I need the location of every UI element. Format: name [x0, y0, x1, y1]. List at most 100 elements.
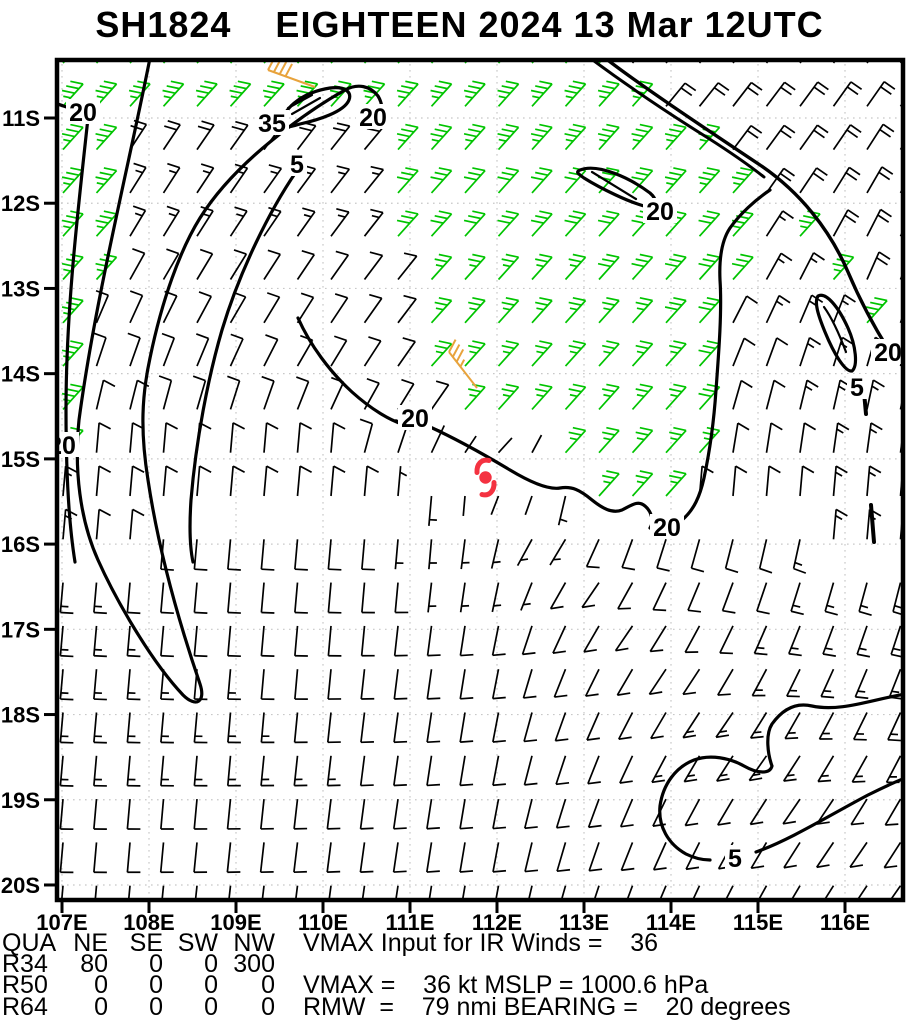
wind-barb — [859, 583, 871, 616]
wind-barb — [398, 338, 415, 366]
wind-barb — [651, 713, 666, 739]
wind-barb — [361, 713, 374, 743]
wind-barb — [699, 211, 720, 236]
wind-barb — [523, 669, 536, 698]
wind-barb — [397, 211, 418, 236]
wind-barb — [565, 168, 586, 193]
wind-barb — [327, 799, 340, 829]
wind-barb — [264, 293, 280, 323]
wind-barb — [331, 251, 348, 279]
wind-barb — [683, 713, 699, 738]
wind-barb — [228, 756, 241, 786]
wind-barb — [164, 423, 178, 453]
wind-barb — [800, 466, 814, 496]
wind-barb — [852, 756, 867, 782]
wind-barb — [460, 799, 473, 829]
wind-barb — [431, 211, 452, 236]
wind-barb — [398, 466, 407, 496]
wind-barb — [432, 298, 452, 323]
wind-barb — [767, 82, 796, 106]
wind-barb — [557, 799, 570, 828]
wind-barb — [227, 376, 239, 409]
wind-barb — [331, 336, 347, 366]
wind-barb — [733, 423, 749, 453]
lat-axis-label: 20S — [1, 873, 40, 898]
wind-barb — [331, 294, 348, 323]
wind-barb — [733, 126, 762, 150]
wind-barb — [97, 466, 111, 496]
wind-barb — [767, 466, 781, 496]
wind-barb — [598, 81, 619, 106]
wind-barb — [566, 298, 586, 323]
wind-barb — [261, 799, 274, 829]
wind-barb — [633, 341, 653, 366]
wind-barb — [620, 756, 633, 783]
wind-barb — [127, 669, 140, 699]
wind-barb — [532, 298, 552, 323]
wind-barb — [60, 713, 73, 743]
wind-barb — [194, 626, 207, 656]
wind-barb — [531, 211, 552, 236]
wind-barb — [328, 669, 341, 699]
wind-barb — [197, 164, 214, 193]
isotach-contour — [660, 694, 905, 860]
wind-barb — [800, 253, 824, 280]
wind-barb — [331, 123, 350, 149]
wind-barb — [361, 756, 374, 786]
wind-barb — [867, 466, 881, 496]
radius-quadrant-value: 0 — [168, 993, 218, 1022]
wind-barb — [650, 626, 666, 652]
wind-barb — [720, 626, 733, 654]
wind-barb — [834, 337, 854, 366]
wind-barb — [394, 756, 407, 786]
wind-barb — [566, 384, 586, 409]
wind-barb — [60, 756, 73, 786]
wind-barb — [262, 377, 274, 410]
wind-barb — [365, 295, 382, 323]
wind-barb — [128, 333, 140, 366]
wind-barb — [96, 168, 117, 193]
wind-barb — [161, 626, 174, 656]
wind-barb — [360, 842, 373, 872]
wind-barb — [723, 583, 736, 613]
wind-barb — [228, 539, 241, 570]
wind-barb — [554, 669, 567, 697]
wind-barb — [633, 384, 653, 409]
wind-barb — [130, 291, 142, 323]
wind-barb — [328, 539, 341, 570]
wind-barb — [751, 842, 766, 868]
wind-barb — [264, 423, 278, 453]
wind-barb — [499, 384, 519, 409]
wind-barb — [194, 583, 207, 614]
wind-barb — [767, 380, 786, 409]
wind-barb — [523, 626, 536, 654]
wind-barb — [365, 210, 383, 237]
wind-barb — [855, 669, 868, 698]
wind-barb — [553, 626, 566, 653]
wind-barb — [398, 253, 417, 279]
wind-barb — [885, 799, 900, 825]
wind-barb — [96, 125, 117, 150]
wind-barb — [428, 626, 441, 656]
wind-barb — [194, 842, 207, 872]
wind-barb — [127, 583, 140, 614]
wind-barb — [231, 423, 245, 453]
contour-label: 5 — [290, 151, 304, 179]
wind-barb — [800, 168, 827, 193]
contour-label: 5 — [850, 374, 864, 402]
wind-barb — [850, 842, 867, 867]
contour-label: 20 — [874, 339, 902, 367]
wind-barb — [464, 125, 485, 150]
wind-barb — [429, 496, 437, 526]
wind-barb — [551, 583, 566, 609]
wind-barb — [789, 626, 802, 656]
wind-barb — [732, 255, 753, 280]
wind-barb — [261, 583, 274, 613]
wind-barb — [599, 471, 619, 496]
wind-barb — [331, 166, 349, 193]
wind-barb — [460, 713, 473, 743]
wind-barb — [163, 81, 184, 106]
